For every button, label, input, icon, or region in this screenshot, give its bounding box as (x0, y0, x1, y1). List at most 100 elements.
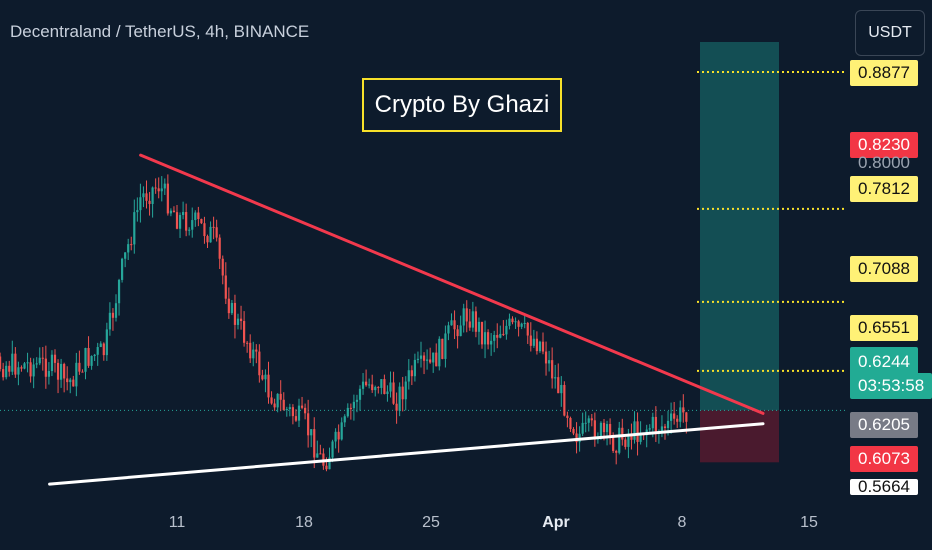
price-label: 0.6244 (850, 347, 918, 377)
target-zone[interactable] (700, 42, 779, 411)
position-tool[interactable] (700, 42, 779, 463)
time-tick-label: 18 (295, 514, 313, 531)
candle-body (26, 362, 29, 364)
candle-body (429, 359, 432, 363)
time-tick-label: Apr (542, 514, 570, 531)
candle-body (398, 386, 401, 411)
candle-body (615, 450, 618, 453)
candle-body (389, 382, 392, 392)
candle-body (285, 409, 288, 411)
candle-body (11, 353, 14, 372)
price-label: 03:53:58 (850, 373, 932, 399)
candle-body (541, 341, 545, 352)
candle-body (307, 413, 310, 436)
candle-body (432, 352, 435, 363)
candle-body (666, 420, 670, 429)
candle-body (191, 220, 194, 230)
candle-body (395, 403, 398, 411)
candle-body (160, 188, 163, 192)
candle-body (685, 412, 688, 422)
candle-body (514, 321, 517, 323)
candle-body (41, 357, 44, 359)
candle-body (377, 387, 380, 389)
candle-body (660, 426, 664, 432)
candle-body (358, 388, 362, 400)
candle-body (182, 212, 185, 216)
candle-body (459, 325, 462, 337)
candle-body (566, 415, 569, 418)
watermark-box: Crypto By Ghazi (362, 78, 562, 132)
candle-body (557, 377, 560, 394)
trendlines[interactable] (48, 153, 765, 486)
candle-body (2, 369, 5, 378)
candle-body (682, 407, 685, 413)
candle-body (276, 393, 279, 408)
candle-body (392, 382, 395, 404)
candle-body (612, 435, 615, 451)
candle-body (438, 338, 441, 367)
candle-body (117, 279, 121, 304)
candle-body (96, 347, 99, 355)
candle-body (380, 379, 383, 388)
candle-body (294, 416, 298, 421)
candle-body (349, 407, 352, 409)
candle-body (108, 312, 111, 330)
candle-body (44, 358, 47, 377)
candle-body (282, 399, 285, 410)
candle-body (169, 210, 172, 214)
candle-body (20, 367, 23, 369)
candle-body (56, 362, 60, 380)
candle-body (526, 323, 529, 336)
candle-body (142, 193, 145, 198)
candle-body (233, 302, 237, 325)
candle-body (32, 364, 35, 377)
candle-body (136, 210, 139, 213)
candle-body (252, 349, 255, 359)
support-trendline[interactable] (48, 422, 765, 486)
candle-body (111, 312, 115, 318)
candle-body (139, 197, 142, 211)
candle-body (340, 422, 343, 440)
candle-body (154, 187, 157, 189)
candle-body (648, 428, 651, 430)
candle-body (38, 357, 41, 364)
candle-body (447, 325, 450, 334)
candle-body (581, 422, 584, 434)
candle-body (99, 343, 102, 348)
candle-body (593, 420, 596, 440)
candle-body (548, 360, 551, 364)
candle-body (569, 417, 572, 429)
resistance-trendline[interactable] (139, 153, 765, 415)
horizontal-levels[interactable] (0, 71, 845, 411)
candle-body (279, 393, 282, 400)
candle-body (319, 453, 322, 455)
candle-body (639, 434, 642, 442)
candle-body (114, 303, 118, 318)
time-tick-label: 25 (422, 514, 440, 531)
candle-body (422, 355, 426, 361)
candle-body (313, 429, 316, 458)
candle-body (572, 428, 575, 434)
candle-body (517, 321, 520, 327)
candle-body (435, 352, 438, 367)
stop-zone[interactable] (700, 410, 779, 463)
candle-body (575, 433, 578, 443)
candle-body (496, 334, 499, 338)
candle-body (239, 318, 243, 322)
candle-body (310, 429, 313, 436)
candle-body (63, 363, 66, 379)
candle-body (93, 354, 96, 357)
candle-body (60, 363, 63, 380)
candle-body (200, 218, 203, 224)
candle-body (331, 441, 334, 458)
candle-body (163, 183, 166, 189)
candle-body (66, 378, 69, 383)
candle-body (624, 439, 627, 447)
candle-body (511, 318, 514, 323)
candle-body (288, 407, 291, 410)
candlestick-series (0, 174, 688, 472)
candle-body (151, 187, 154, 204)
price-label: 0.5664 (850, 477, 918, 496)
currency-button[interactable]: USDT (855, 10, 925, 56)
